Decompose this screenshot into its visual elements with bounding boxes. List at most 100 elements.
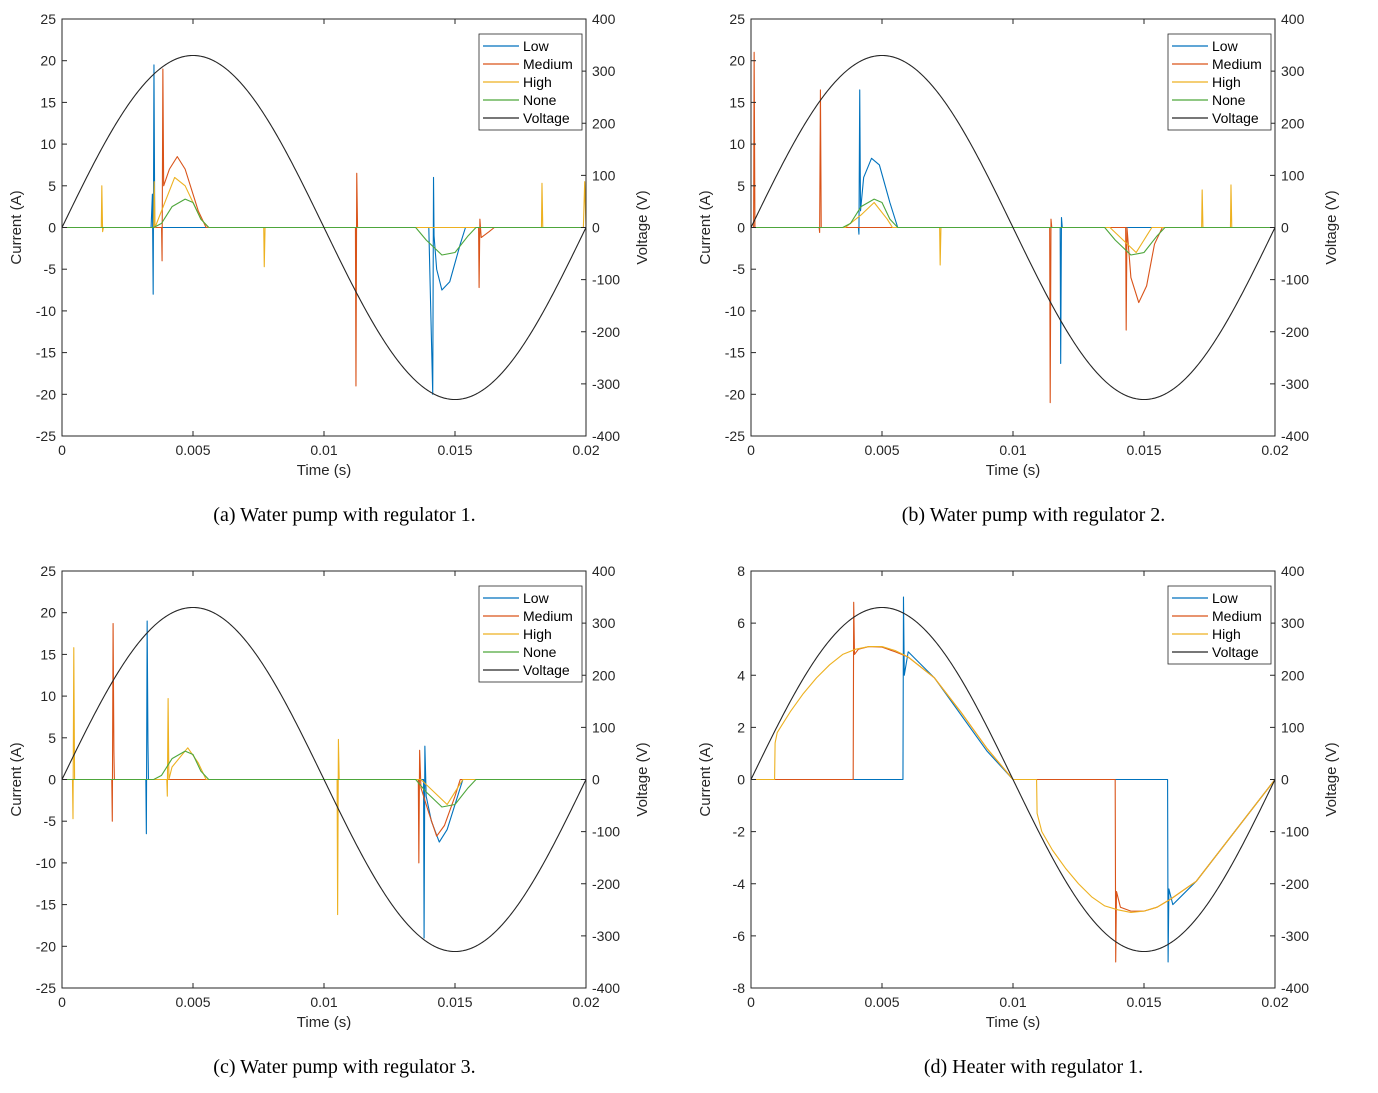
legend: Low Medium High None Voltage — [478, 585, 583, 683]
chart-panel-c: 0 0.005 0.01 0.015 0.02 -25 -20 -15 -10 -5 0 5 10 15 2… — [0, 552, 689, 1093]
series-line-high — [62, 647, 586, 916]
x-tick-label: 0.015 — [437, 994, 472, 1010]
y2-tick-label: 200 — [592, 667, 616, 683]
y-tick-label: 4 — [737, 667, 745, 683]
y-tick-label: 25 — [40, 11, 56, 27]
y-tick-label: 10 — [40, 136, 56, 152]
legend-label-voltage: Voltage — [523, 110, 570, 126]
y2-tick-label: -400 — [1281, 980, 1309, 996]
legend: Low Medium High None Voltage — [478, 33, 583, 131]
y2-tick-label: 400 — [592, 11, 616, 27]
series-group — [62, 606, 586, 953]
y2-axis-label: Voltage (V) — [1323, 190, 1340, 264]
y-tick-label: 20 — [729, 53, 745, 69]
x-tick-label: 0.015 — [1126, 994, 1161, 1010]
legend-label-medium: Medium — [1212, 608, 1262, 624]
y-tick-label: 15 — [40, 646, 56, 662]
y-tick-label: -10 — [36, 855, 56, 871]
x-axis-label: Time (s) — [297, 462, 351, 479]
y-tick-label: -15 — [725, 345, 745, 361]
y2-tick-label: -200 — [1281, 876, 1309, 892]
legend-box — [1167, 585, 1272, 665]
y2-tick-label: -300 — [1281, 376, 1309, 392]
series-line-low — [62, 64, 586, 395]
series-line-medium — [62, 622, 586, 864]
x-tick-label: 0 — [58, 994, 66, 1010]
y2-axis-label: Voltage (V) — [634, 190, 651, 264]
legend-label-voltage: Voltage — [523, 662, 570, 678]
y2-axis-label: Voltage (V) — [1323, 742, 1340, 816]
y2-tick-label: -200 — [592, 324, 620, 340]
y2-axis-label: Voltage (V) — [634, 742, 651, 816]
series-group — [62, 54, 586, 401]
series-group — [751, 51, 1275, 404]
y2-tick-label: 100 — [1281, 719, 1305, 735]
series-line-low — [751, 89, 1275, 364]
chart-panel-b: 0 0.005 0.01 0.015 0.02 -25 -20 -15 -10 -5 0 5 10 15 2… — [689, 0, 1378, 541]
y-tick-label: -4 — [733, 876, 746, 892]
x-tick-label: 0 — [747, 442, 755, 458]
x-tick-label: 0.01 — [999, 442, 1026, 458]
chart-b: 0 0.005 0.01 0.015 0.02 -25 -20 -15 -10 -5 0 5 10 15 2… — [697, 11, 1340, 479]
legend-label-high: High — [1212, 74, 1241, 90]
x-tick-label: 0.005 — [175, 994, 210, 1010]
y-tick-label: -10 — [725, 303, 745, 319]
y2-tick-label: -100 — [1281, 272, 1309, 288]
x-tick-label: 0.015 — [1126, 442, 1161, 458]
x-tick-label: 0.02 — [572, 442, 599, 458]
y2-tick-label: 0 — [1281, 220, 1289, 236]
x-tick-label: 0.01 — [310, 442, 337, 458]
y-tick-label: 15 — [40, 94, 56, 110]
series-line-voltage — [751, 54, 1275, 401]
y-tick-label: 10 — [729, 136, 745, 152]
x-tick-label: 0.005 — [864, 994, 899, 1010]
y-tick-label: 20 — [40, 53, 56, 69]
y-tick-label: 5 — [48, 178, 56, 194]
y2-tick-label: 0 — [1281, 772, 1289, 788]
y-tick-label: -8 — [733, 980, 746, 996]
x-tick-label: 0.01 — [999, 994, 1026, 1010]
caption-d: (d) Heater with regulator 1. — [923, 1056, 1144, 1078]
y2-tick-label: -400 — [592, 980, 620, 996]
y-tick-label: -25 — [36, 980, 56, 996]
y-tick-label: 6 — [737, 615, 745, 631]
series-line-none — [62, 750, 586, 808]
x-axis-label: Time (s) — [986, 1014, 1040, 1031]
caption-c: (c) Water pump with regulator 3. — [213, 1056, 476, 1078]
x-tick-label: 0.015 — [437, 442, 472, 458]
chart-d: 0 0.005 0.01 0.015 0.02 -8 -6 -4 -2 0 2 4 6 8 -400 -300… — [697, 563, 1340, 1031]
y-tick-label: -20 — [36, 386, 56, 402]
legend-label-low: Low — [1212, 38, 1239, 54]
legend: Low Medium High None Voltage — [1167, 33, 1272, 131]
y2-tick-label: 300 — [592, 63, 616, 79]
legend-label-low: Low — [523, 590, 550, 606]
y-axis-label: Current (A) — [8, 742, 25, 816]
y2-tick-label: 300 — [1281, 63, 1305, 79]
y2-tick-label: 300 — [592, 615, 616, 631]
y-tick-label: -5 — [44, 813, 57, 829]
legend-label-voltage: Voltage — [1212, 644, 1259, 660]
y-axis-label: Current (A) — [697, 190, 714, 264]
legend-label-high: High — [1212, 626, 1241, 642]
x-tick-label: 0.005 — [175, 442, 210, 458]
y2-tick-label: -400 — [592, 428, 620, 444]
x-tick-label: 0 — [58, 442, 66, 458]
y-tick-label: 0 — [737, 772, 745, 788]
chart-c: 0 0.005 0.01 0.015 0.02 -25 -20 -15 -10 -5 0 5 10 15 2… — [8, 563, 651, 1031]
y-axis-label: Current (A) — [697, 742, 714, 816]
chart-panel-d: 0 0.005 0.01 0.015 0.02 -8 -6 -4 -2 0 2 4 6 8 -400 -300… — [689, 552, 1378, 1093]
y2-tick-label: -100 — [592, 272, 620, 288]
y2-tick-label: -100 — [1281, 824, 1309, 840]
series-line-voltage — [751, 606, 1275, 953]
y2-tick-label: 400 — [1281, 11, 1305, 27]
y-tick-label: -5 — [733, 261, 746, 277]
y-tick-label: -15 — [36, 897, 56, 913]
y-tick-label: 5 — [48, 730, 56, 746]
y2-tick-label: 100 — [592, 719, 616, 735]
y-tick-label: 8 — [737, 563, 745, 579]
y-tick-label: 0 — [48, 772, 56, 788]
chart-panel-a: 0 0.005 0.01 0.015 0.02 -25 -20 -15 -10 -5 0 5 10 15 2… — [0, 0, 689, 541]
y2-tick-label: -300 — [1281, 928, 1309, 944]
y-tick-label: -15 — [36, 345, 56, 361]
caption-b: (b) Water pump with regulator 2. — [901, 504, 1166, 526]
